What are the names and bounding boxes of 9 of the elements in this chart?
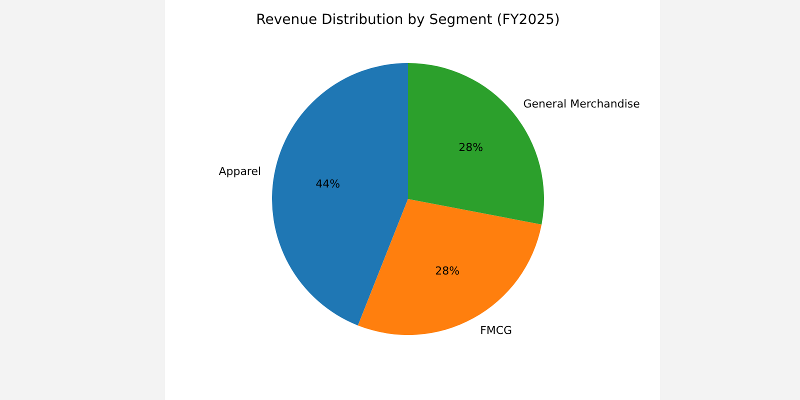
data-label: 44% — [316, 178, 340, 191]
pie-slice — [272, 63, 408, 326]
slice-label: FMCG — [480, 324, 512, 337]
data-label: 28% — [458, 140, 484, 154]
chart-title: Revenue Distribution by Segment (FY2025) — [256, 12, 560, 28]
slice-label: Apparel — [218, 164, 262, 178]
slice-label: General Merchandise — [523, 97, 640, 110]
data-label: 28% — [435, 264, 460, 278]
pie-slice — [358, 199, 542, 335]
